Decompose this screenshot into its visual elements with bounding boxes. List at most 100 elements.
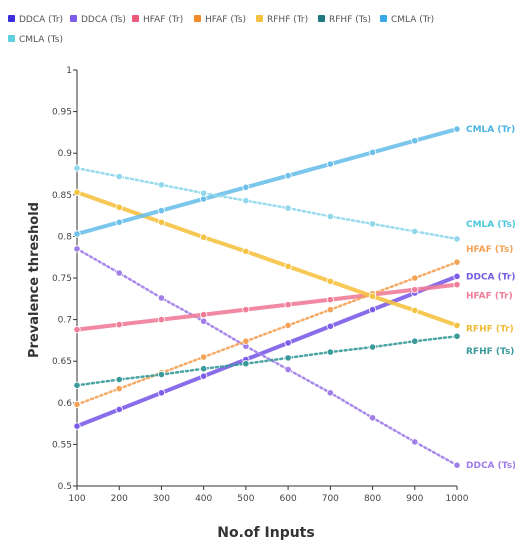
data-point <box>284 354 292 362</box>
series-hfaf-ts <box>73 258 461 409</box>
legend-label: RFHF (Tr) <box>267 15 308 25</box>
data-point <box>411 306 419 315</box>
data-point <box>326 322 334 330</box>
data-point <box>115 375 123 384</box>
data-point <box>284 172 292 180</box>
data-point <box>242 337 250 345</box>
chart-legend: DDCA (Tr) DDCA (Ts) HFAF (Tr) HFAF (Ts) RFHF… <box>8 15 434 45</box>
data-point <box>200 353 208 361</box>
series-rfhf-ts <box>73 332 461 389</box>
data-point <box>411 337 419 345</box>
legend-item: RFHF (Tr) <box>256 15 308 25</box>
chart-axes: 0.5 0.55 0.6 0.65 0.7 0.75 0.8 0.85 0.9 0.95 1 100 2… <box>52 66 469 504</box>
y-tick-label: 1 <box>66 66 72 76</box>
data-point <box>453 235 461 243</box>
data-point <box>368 414 377 422</box>
data-point <box>368 343 377 351</box>
x-tick-label: 200 <box>111 494 128 504</box>
data-point <box>73 230 81 238</box>
legend-swatch <box>380 15 387 22</box>
x-tick-label: 700 <box>322 494 339 504</box>
plot-area <box>73 125 461 469</box>
series-end-label: HFAF (Tr) <box>466 292 513 302</box>
series-ddca-tr <box>73 272 461 430</box>
legend-item: HFAF (Tr) <box>132 15 183 25</box>
data-point <box>73 422 81 430</box>
data-point <box>115 269 123 277</box>
series-end-label: DDCA (Ts) <box>466 461 515 471</box>
legend-label: HFAF (Tr) <box>143 15 183 25</box>
y-tick-label: 0.75 <box>52 274 72 284</box>
series-end-label: RFHF (Ts) <box>466 347 514 357</box>
data-point <box>368 306 377 314</box>
legend-label: DDCA (Tr) <box>19 15 63 25</box>
x-tick-label: 100 <box>68 494 85 504</box>
series-end-label: DDCA (Tr) <box>466 272 515 282</box>
data-point <box>242 247 250 255</box>
series-end-label: RFHF (Tr) <box>466 324 514 334</box>
data-point <box>200 233 208 241</box>
y-tick-label: 0.8 <box>58 232 73 242</box>
data-point <box>284 301 292 309</box>
y-tick-label: 0.55 <box>52 440 72 450</box>
series-line <box>75 274 459 429</box>
series-cmla-tr <box>73 125 461 238</box>
x-tick-label: 1000 <box>446 494 469 504</box>
data-point <box>115 385 123 393</box>
data-point <box>242 197 250 205</box>
data-point <box>73 381 81 389</box>
legend-swatch <box>70 15 77 22</box>
x-tick-label: 300 <box>153 494 170 504</box>
y-tick-label: 0.95 <box>52 108 72 118</box>
series-end-label: HFAF (Ts) <box>466 245 513 255</box>
data-point <box>200 365 208 373</box>
legend-label: CMLA (Ts) <box>19 35 63 45</box>
data-point <box>157 207 166 215</box>
data-point <box>326 348 334 356</box>
data-point <box>284 262 292 270</box>
data-point <box>73 164 81 172</box>
data-point <box>411 438 419 446</box>
x-tick-label: 500 <box>237 494 254 504</box>
data-point <box>157 370 166 379</box>
data-point <box>157 389 166 397</box>
data-point <box>73 245 81 253</box>
y-tick-label: 0.7 <box>58 316 72 326</box>
data-point <box>326 212 334 221</box>
data-point <box>157 181 166 189</box>
series-line <box>75 334 459 387</box>
data-point <box>157 315 166 324</box>
y-tick-label: 0.85 <box>52 191 72 201</box>
data-point <box>453 321 461 330</box>
data-point <box>453 272 461 280</box>
legend-swatch <box>318 15 325 22</box>
legend-swatch <box>194 15 201 22</box>
data-point <box>115 405 123 414</box>
y-tick-label: 0.65 <box>52 357 72 367</box>
data-point <box>200 189 208 197</box>
legend-swatch <box>8 15 15 22</box>
legend-label: CMLA (Tr) <box>391 15 434 25</box>
x-tick-label: 400 <box>195 494 212 504</box>
series-line <box>75 260 459 406</box>
series-line <box>75 282 459 332</box>
legend-item: CMLA (Ts) <box>8 35 63 45</box>
series-ddca-ts <box>73 245 461 469</box>
data-point <box>326 160 334 168</box>
series-hfaf-tr <box>73 281 461 334</box>
data-point <box>453 258 461 266</box>
data-point <box>73 400 81 409</box>
x-tick-label: 600 <box>280 494 297 504</box>
legend-label: DDCA (Ts) <box>81 15 126 25</box>
data-point <box>284 321 292 330</box>
series-cmla-ts <box>73 164 461 243</box>
data-point <box>157 294 166 302</box>
legend-item: DDCA (Tr) <box>8 15 63 25</box>
x-tick-label: 800 <box>364 494 381 504</box>
data-point <box>326 296 334 304</box>
data-point <box>411 227 419 236</box>
data-point <box>157 218 166 226</box>
series-line <box>75 166 459 241</box>
y-axis-label: Prevalence threshold <box>27 202 42 358</box>
